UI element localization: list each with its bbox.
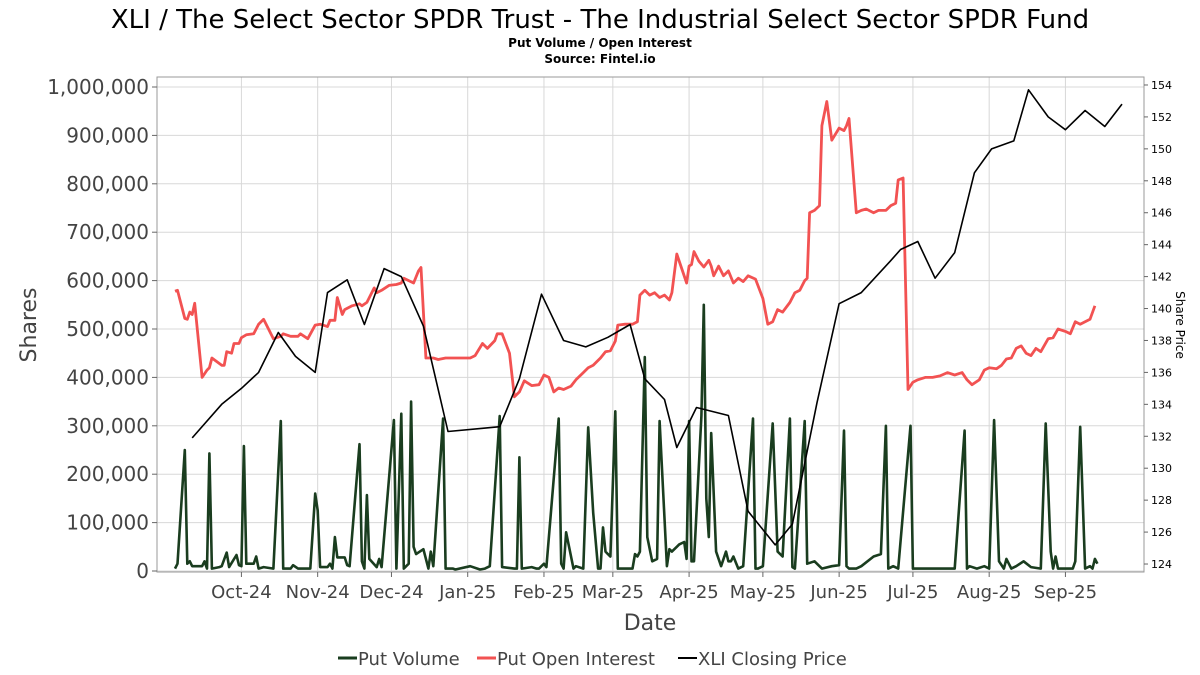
y2-tick-label: 130 [1151,462,1172,475]
x-tick-label: Jun-25 [809,582,868,603]
y2-tick-label: 144 [1151,239,1172,252]
y-axis-title: Shares [17,288,42,363]
y2-tick-label: 126 [1151,526,1172,539]
plot-area [156,76,1145,573]
x-tick-label: Aug-25 [957,582,1022,603]
y2-tick-label: 152 [1151,111,1172,124]
legend-label: Put Volume [358,649,460,670]
legend-label: Put Open Interest [497,649,655,670]
y-tick-label: 200,000 [66,462,149,486]
y2-tick-label: 124 [1151,558,1172,571]
y-tick-label: 100,000 [66,511,149,535]
y-axis-right: 124 126 128 130 132 134 136 138 140 142 144 146 148 1… [1144,79,1172,571]
y-tick-label: 400,000 [66,365,149,389]
y-tick-label: 900,000 [66,123,149,147]
x-tick-label: Jan-25 [438,582,496,603]
series [173,89,1123,571]
series-line-put-open-interest [174,100,1097,399]
y-tick-label: 1,000,000 [47,75,149,99]
legend-item-put-volume[interactable]: Put Volume [338,649,460,670]
x-tick-label: Mar-25 [582,582,644,603]
x-tick-label: Oct-24 [211,582,272,603]
y-axis-left: 0 100,000 200,000 300,000 400,000 500,000 600,… [47,75,157,583]
legend-item-xli-closing-price[interactable]: XLI Closing Price [678,649,847,670]
x-tick-label: Apr-25 [659,582,718,603]
y2-tick-label: 138 [1151,334,1172,347]
x-tick-label: May-25 [730,582,796,603]
legend-label: XLI Closing Price [698,649,847,670]
y-tick-label: 300,000 [66,414,149,438]
x-axis-title: Date [624,611,677,636]
y-tick-label: 500,000 [66,317,149,341]
y2-tick-label: 142 [1151,271,1172,284]
y-tick-label: 600,000 [66,269,149,293]
chart-source: Source: Fintel.io [544,52,655,66]
x-tick-label: Jul-25 [886,582,938,603]
series-line-put-volume [173,303,1099,571]
y2-tick-label: 136 [1151,366,1172,379]
y2-tick-label: 150 [1151,143,1172,156]
y-tick-label: 0 [136,559,149,583]
legend-item-put-open-interest[interactable]: Put Open Interest [477,649,655,670]
series-line-xli-closing-price [191,89,1123,546]
y-tick-label: 800,000 [66,172,149,196]
y2-tick-label: 146 [1151,207,1172,220]
y2-tick-label: 154 [1151,79,1172,92]
x-axis: Oct-24 Nov-24 Dec-24 Jan-25 Feb-25 Mar-25 Apr-… [211,572,1097,603]
y-tick-label: 700,000 [66,220,149,244]
x-tick-label: Sep-25 [1034,582,1097,603]
y2-tick-label: 134 [1151,398,1172,411]
y2-tick-label: 140 [1151,303,1172,316]
chart-subtitle: Put Volume / Open Interest [508,36,692,50]
x-tick-label: Feb-25 [513,582,574,603]
y2-axis-title: Share Price [1173,291,1187,359]
y2-tick-label: 128 [1151,494,1172,507]
y2-tick-label: 148 [1151,175,1172,188]
legend: Put Volume Put Open Interest XLI Closing… [338,649,847,670]
x-tick-label: Dec-24 [359,582,423,603]
x-tick-label: Nov-24 [286,582,350,603]
chart-title: XLI / The Select Sector SPDR Trust - The… [111,5,1089,35]
y2-tick-label: 132 [1151,430,1172,443]
